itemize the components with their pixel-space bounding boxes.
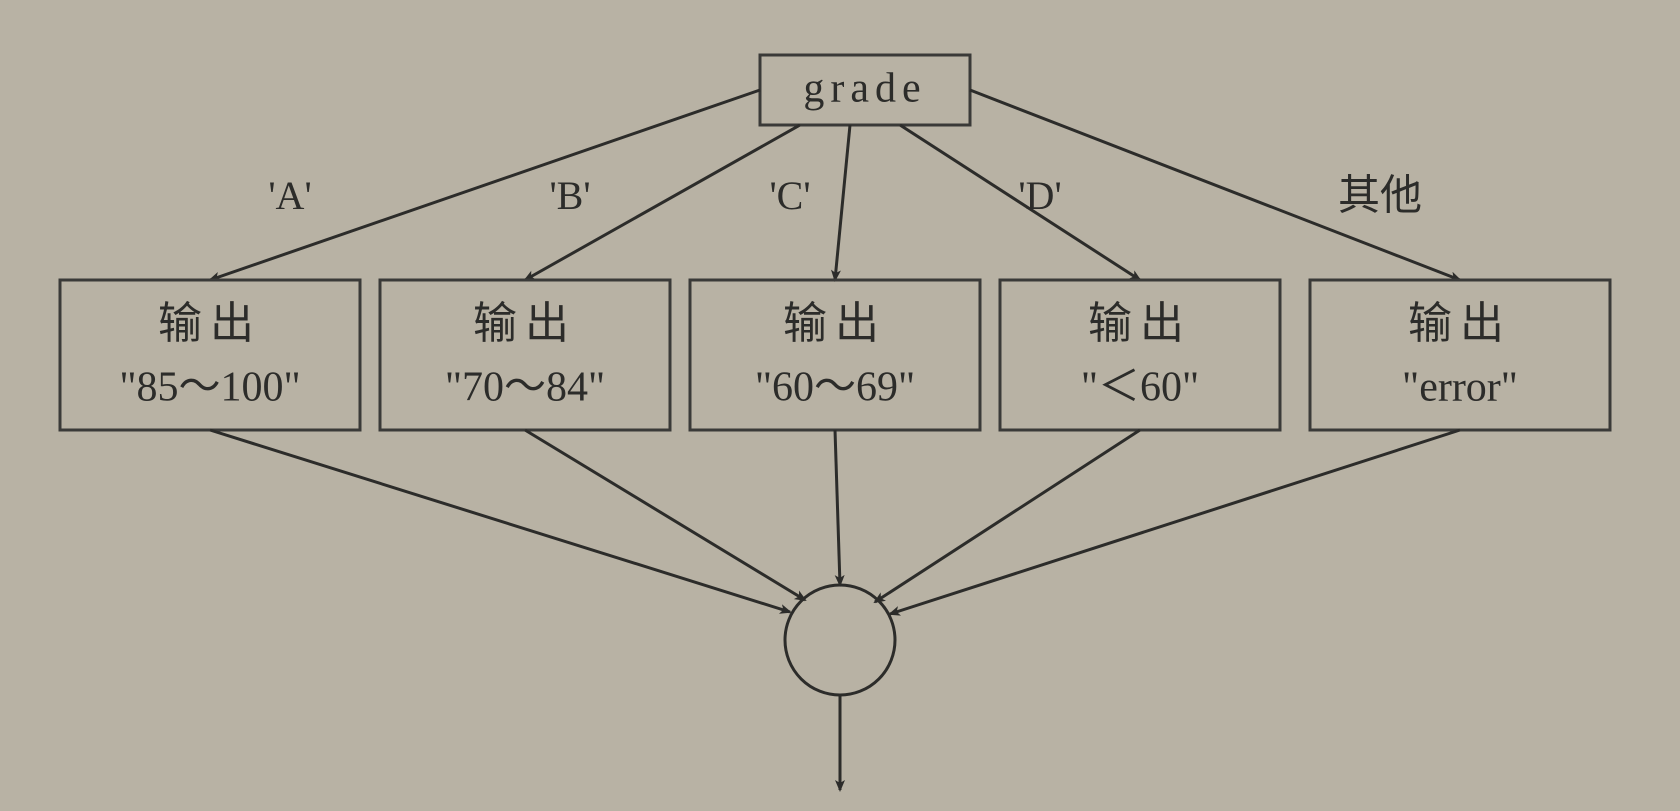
output-line1: 输出 (158, 299, 262, 348)
join-node (785, 585, 895, 695)
output-nodes: 输出 "85～100" 输出 "70～84" 输出 "60～69" 输出 "＜60" 输出 "er… (60, 280, 1610, 430)
merge-edge (525, 430, 805, 600)
branch-label: 'D' (1018, 173, 1061, 218)
merge-edge (210, 430, 790, 612)
output-line2: "error" (1402, 365, 1518, 411)
branch-edge (835, 125, 850, 280)
output-line2: "85～100" (119, 365, 300, 411)
output-line2: "60～69" (755, 365, 915, 411)
output-line1: 输出 (1088, 299, 1192, 348)
merge-edge (835, 430, 840, 585)
branch-edges (210, 90, 1460, 280)
branch-label: 'B' (549, 173, 590, 218)
output-line2: "＜60" (1081, 365, 1199, 411)
branch-label: 'C' (769, 173, 810, 218)
output-line2: "70～84" (445, 365, 605, 411)
merge-edge (890, 430, 1460, 614)
grade-flowchart: grade 'A' 'B' 'C' 'D' 其他 输出 "85～100" 输出 "70～84"… (0, 0, 1680, 811)
branch-label: 'A' (268, 173, 311, 218)
output-line1: 输出 (473, 299, 577, 348)
branch-label: 其他 (1338, 174, 1422, 220)
output-line1: 输出 (1408, 299, 1512, 348)
output-line1: 输出 (783, 299, 887, 348)
root-label: grade (803, 66, 926, 112)
